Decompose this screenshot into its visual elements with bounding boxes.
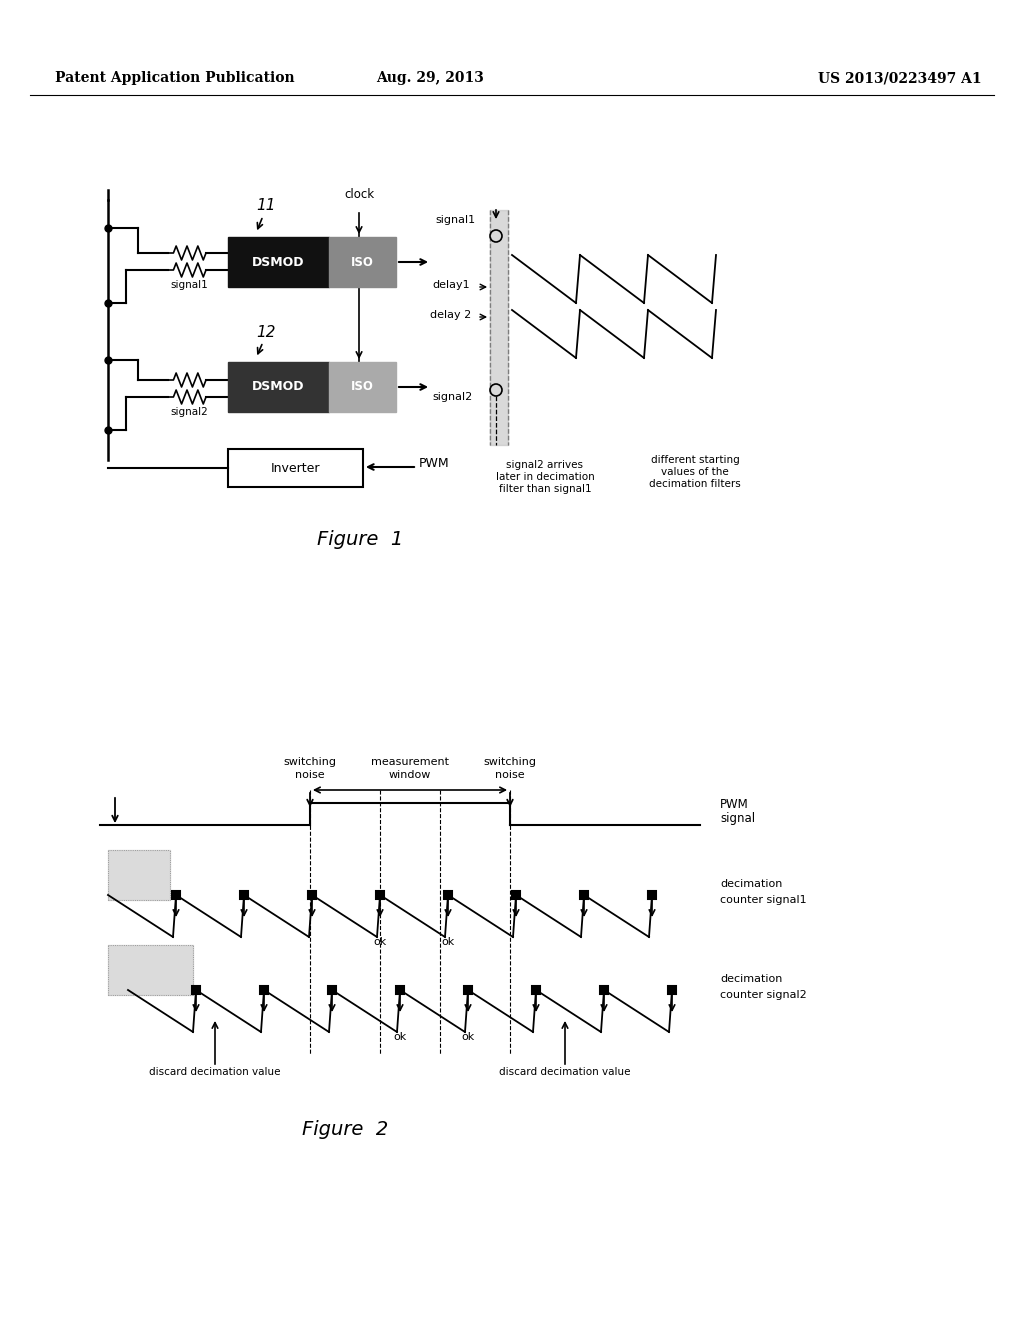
Text: decimation: decimation xyxy=(720,879,782,888)
Text: signal2 arrives: signal2 arrives xyxy=(507,459,584,470)
Text: discard decimation value: discard decimation value xyxy=(500,1067,631,1077)
Text: window: window xyxy=(389,770,431,780)
Bar xyxy=(490,210,508,445)
Text: switching: switching xyxy=(284,756,337,767)
Text: measurement: measurement xyxy=(371,756,449,767)
Text: signal: signal xyxy=(720,812,755,825)
Text: later in decimation: later in decimation xyxy=(496,473,594,482)
Text: signal1: signal1 xyxy=(170,280,208,290)
Text: Aug. 29, 2013: Aug. 29, 2013 xyxy=(376,71,484,84)
Bar xyxy=(329,362,396,412)
Text: Figure  2: Figure 2 xyxy=(302,1119,388,1139)
Text: discard decimation value: discard decimation value xyxy=(150,1067,281,1077)
Text: PWM: PWM xyxy=(720,799,749,810)
Bar xyxy=(228,362,329,412)
Text: PWM: PWM xyxy=(419,457,450,470)
Bar xyxy=(108,850,170,900)
Text: different starting: different starting xyxy=(650,455,739,465)
Text: ISO: ISO xyxy=(351,256,374,268)
Text: filter than signal1: filter than signal1 xyxy=(499,484,591,494)
Text: signal2: signal2 xyxy=(432,392,472,403)
Text: signal1: signal1 xyxy=(435,215,475,224)
Text: Figure  1: Figure 1 xyxy=(316,531,403,549)
Text: DSMOD: DSMOD xyxy=(252,380,305,393)
Text: signal2: signal2 xyxy=(170,407,208,417)
Text: counter signal2: counter signal2 xyxy=(720,990,807,1001)
Text: 12: 12 xyxy=(256,325,275,341)
Text: DSMOD: DSMOD xyxy=(252,256,305,268)
Text: values of the: values of the xyxy=(662,467,729,477)
Text: delay 2: delay 2 xyxy=(430,310,471,319)
Text: clock: clock xyxy=(344,187,374,201)
Text: ok: ok xyxy=(374,937,387,946)
Bar xyxy=(228,449,362,487)
Text: ok: ok xyxy=(462,1032,475,1041)
Bar xyxy=(329,238,396,286)
Text: Patent Application Publication: Patent Application Publication xyxy=(55,71,295,84)
Text: decimation filters: decimation filters xyxy=(649,479,741,488)
Text: switching: switching xyxy=(483,756,537,767)
Text: noise: noise xyxy=(496,770,525,780)
Text: 11: 11 xyxy=(256,198,275,213)
Text: decimation: decimation xyxy=(720,974,782,983)
Text: counter signal1: counter signal1 xyxy=(720,895,807,906)
Text: US 2013/0223497 A1: US 2013/0223497 A1 xyxy=(818,71,982,84)
Bar xyxy=(108,945,193,995)
Text: ISO: ISO xyxy=(351,380,374,393)
Text: noise: noise xyxy=(295,770,325,780)
Text: delay1: delay1 xyxy=(432,280,470,290)
Text: ok: ok xyxy=(393,1032,407,1041)
Text: ok: ok xyxy=(441,937,455,946)
Bar xyxy=(228,238,329,286)
Text: Inverter: Inverter xyxy=(270,462,321,474)
